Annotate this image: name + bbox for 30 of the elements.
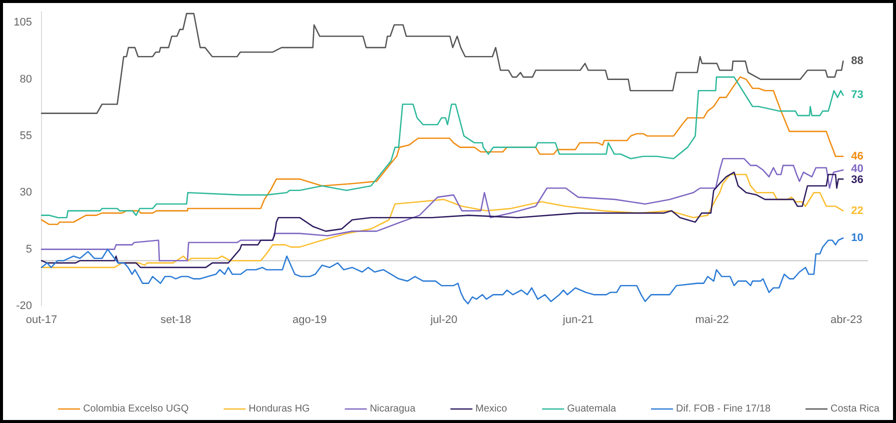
legend-label: Honduras HG	[248, 404, 310, 414]
legend-label: Colombia Excelso UGQ	[83, 404, 189, 414]
data-label: 73	[851, 89, 864, 102]
x-tick-label: abr-23	[830, 314, 862, 326]
x-tick-label: out-17	[26, 314, 58, 326]
legend-label: Mexico	[475, 404, 508, 414]
x-tick-label: jun-21	[562, 314, 594, 326]
y-tick-label: 5	[26, 243, 32, 256]
data-label: 88	[851, 55, 864, 68]
y-tick-label: 105	[14, 16, 32, 29]
line-series	[40, 237, 844, 304]
y-tick-label: 30	[20, 186, 32, 199]
data-label: 40	[851, 163, 864, 176]
data-label: 22	[851, 204, 864, 217]
line-series	[40, 158, 844, 262]
data-label: 46	[851, 150, 864, 162]
x-tick-label: set-18	[160, 314, 192, 326]
legend-label: Nicaragua	[370, 404, 416, 414]
y-tick-label: -20	[16, 300, 32, 312]
legend-label: Costa Rica	[830, 404, 880, 414]
data-label: 36	[851, 174, 864, 186]
x-tick-label: jul-20	[429, 314, 458, 326]
y-tick-label: 55	[20, 130, 32, 142]
x-tick-label: ago-19	[292, 314, 327, 326]
y-tick-label: 80	[20, 73, 32, 86]
legend-label: Guatemala	[567, 404, 616, 414]
data-label: 10	[851, 232, 864, 244]
x-tick-label: mai-22	[695, 314, 729, 326]
legend-label: Dif. FOB - Fine 17/18	[676, 404, 771, 414]
line-series	[40, 12, 844, 114]
